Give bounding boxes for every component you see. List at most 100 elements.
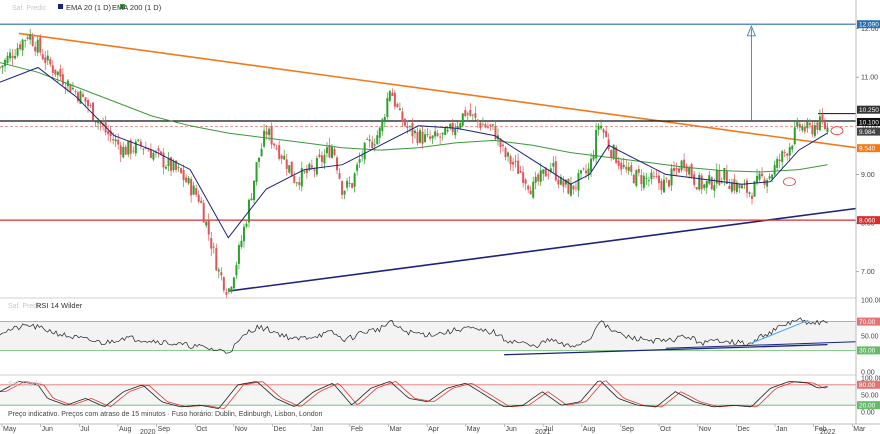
- candle: [725, 170, 728, 184]
- candle: [826, 127, 829, 133]
- candle: [735, 182, 738, 192]
- candle: [823, 122, 826, 130]
- candle: [170, 157, 173, 171]
- candle: [187, 177, 190, 184]
- candle: [403, 118, 406, 126]
- candle: [652, 176, 655, 177]
- candle: [129, 139, 132, 154]
- candle: [504, 147, 507, 158]
- rsi-tick-label: 100.00: [861, 298, 880, 305]
- candle: [529, 190, 532, 195]
- candle: [640, 175, 643, 185]
- candle: [109, 130, 112, 137]
- candle: [552, 162, 555, 167]
- candle: [486, 126, 489, 128]
- candle: [484, 124, 487, 128]
- candle: [429, 136, 432, 139]
- candle: [164, 166, 167, 169]
- stoch-tick-label: 100.00: [861, 376, 880, 383]
- candle: [56, 71, 59, 75]
- candle: [134, 141, 137, 154]
- rsi-tag-label: 70.00: [859, 319, 876, 326]
- candle: [44, 57, 47, 64]
- candle: [693, 174, 696, 185]
- candle: [461, 113, 464, 126]
- candle: [273, 143, 276, 146]
- candle: [69, 84, 72, 92]
- year-label: 2022: [820, 429, 836, 434]
- candle: [325, 147, 328, 154]
- candle: [97, 121, 100, 124]
- candle: [791, 145, 794, 150]
- candle: [564, 179, 567, 185]
- candle: [668, 180, 671, 187]
- candle: [268, 128, 271, 136]
- candle: [346, 180, 349, 188]
- rsi-tick-label: 0.00: [861, 370, 875, 377]
- candle: [338, 173, 341, 179]
- candle: [117, 139, 120, 145]
- candle: [376, 135, 379, 145]
- stoch-panel: [0, 380, 856, 410]
- candle: [295, 182, 298, 184]
- candle: [323, 155, 326, 164]
- candle: [806, 121, 809, 129]
- candle: [245, 223, 248, 227]
- candle: [94, 121, 97, 123]
- x-tick-label: Aug: [583, 426, 596, 433]
- candle: [466, 113, 469, 115]
- candle: [119, 145, 122, 155]
- candle: [617, 160, 620, 166]
- candle: [745, 180, 748, 193]
- candle: [627, 167, 630, 171]
- candle: [127, 141, 130, 155]
- candle: [542, 169, 545, 174]
- price-panel: [0, 23, 857, 299]
- price-tag: [857, 216, 880, 225]
- candle: [195, 188, 198, 195]
- candle: [811, 125, 814, 135]
- x-tick-label: Jun: [505, 426, 516, 433]
- candle: [371, 141, 374, 149]
- candle: [537, 174, 540, 182]
- candle: [783, 151, 786, 153]
- candle: [645, 177, 648, 179]
- candle: [328, 145, 331, 158]
- candle: [250, 198, 253, 201]
- year-label: 2021: [535, 429, 551, 434]
- candle: [333, 148, 336, 156]
- candle: [39, 37, 42, 53]
- candle: [474, 112, 477, 118]
- candle: [0, 67, 1, 68]
- candle: [298, 182, 301, 186]
- candle: [489, 124, 492, 127]
- candle: [670, 168, 673, 186]
- price-tag: [857, 20, 880, 29]
- x-tick-label: Aug: [119, 426, 132, 433]
- candle: [439, 136, 442, 138]
- candle: [413, 130, 416, 134]
- candle: [14, 55, 17, 59]
- candle: [557, 179, 560, 185]
- ema200-swatch: [120, 4, 125, 9]
- candle: [283, 155, 286, 160]
- candle: [81, 94, 84, 97]
- candle: [449, 123, 452, 128]
- price-tag: [857, 144, 880, 153]
- rsi-trendline: [751, 319, 809, 344]
- candle: [577, 173, 580, 191]
- candle: [662, 179, 665, 193]
- candle: [381, 119, 384, 132]
- candle: [517, 160, 520, 174]
- candle: [386, 98, 389, 117]
- candle: [99, 122, 102, 125]
- rsi-trendline: [504, 343, 828, 356]
- candle: [408, 126, 411, 127]
- candle: [26, 37, 29, 39]
- x-tick-label: Nov: [235, 426, 248, 433]
- candle: [172, 161, 175, 171]
- candle: [336, 157, 339, 171]
- candle: [499, 138, 502, 148]
- price-tick-label: 11.00: [861, 75, 878, 82]
